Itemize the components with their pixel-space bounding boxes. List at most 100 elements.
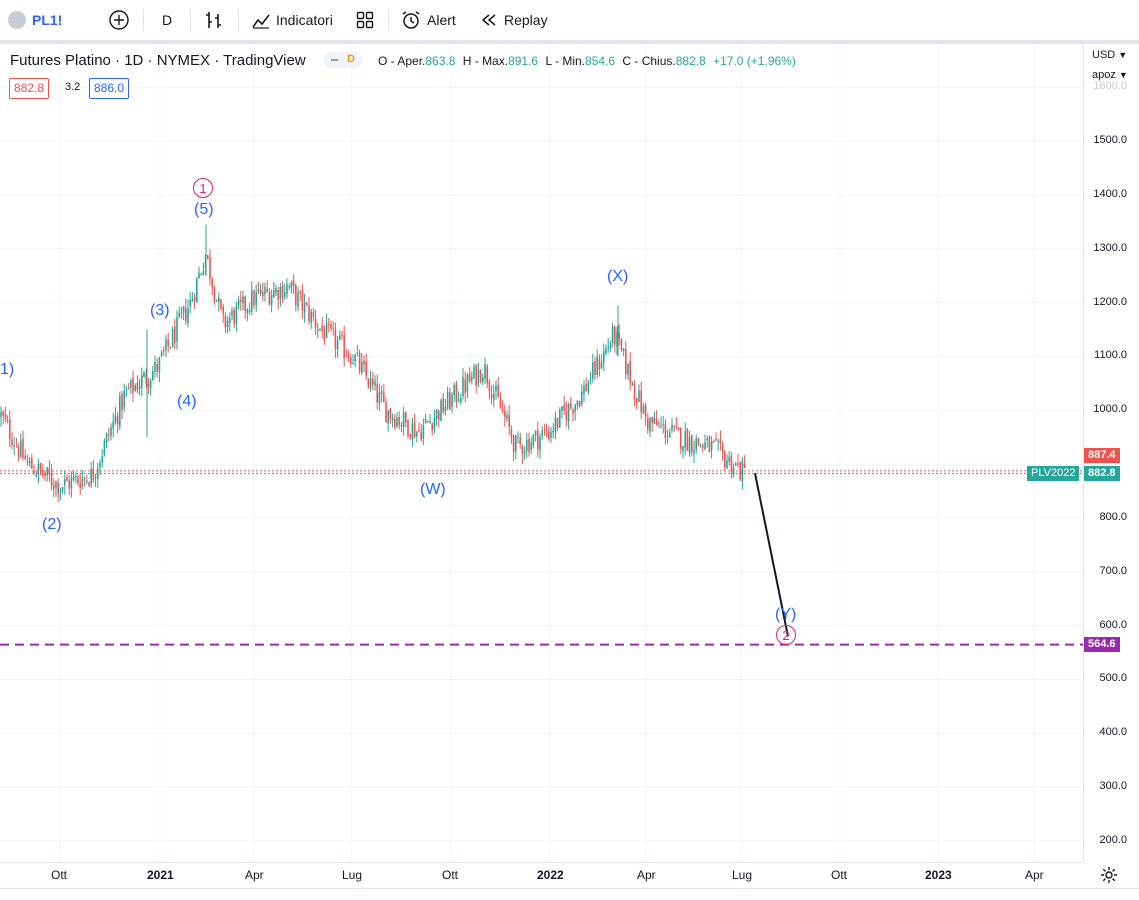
candle-body [554, 417, 557, 432]
rewind-icon [481, 14, 496, 26]
candle-body [363, 360, 365, 365]
candle-body [66, 477, 68, 482]
candle-body [134, 385, 136, 391]
wave-label-y[interactable]: (Y) [775, 606, 797, 623]
candle-body [136, 382, 139, 391]
wave-label-w[interactable]: (W) [420, 481, 446, 498]
candle-body [521, 446, 524, 455]
wave-label-3[interactable]: (3) [150, 302, 170, 319]
buy-price-box[interactable]: 886.0 [89, 78, 130, 99]
candle-body [479, 370, 482, 382]
candle-body [284, 292, 286, 297]
candle-body [86, 480, 88, 482]
candle-body [671, 424, 673, 431]
candle-body [495, 385, 497, 392]
candle-body [451, 394, 453, 408]
candle-body [644, 405, 647, 417]
sell-price-box[interactable]: 882.8 [9, 78, 50, 99]
price-chart[interactable] [0, 44, 1083, 862]
candle-body [528, 439, 530, 453]
candle-body [695, 438, 697, 450]
candle-body [246, 309, 249, 314]
candle-body [202, 270, 205, 275]
divider [143, 9, 144, 31]
unit-selector[interactable]: apoz ▼ [1092, 69, 1128, 81]
currency-selector[interactable]: USD ▼ [1092, 49, 1127, 61]
candle-body [332, 327, 334, 329]
candle-body [583, 385, 585, 394]
candle-body [499, 398, 502, 409]
candle-body [387, 410, 389, 424]
candle-body [352, 363, 354, 365]
candle-body [88, 482, 90, 486]
candle-body [354, 354, 356, 362]
candle-body [101, 456, 103, 463]
interval-button[interactable]: D [162, 0, 172, 40]
wave-label-4[interactable]: (4) [177, 393, 197, 410]
candle-body [196, 278, 198, 302]
candle-body [94, 477, 97, 479]
candle-body [112, 421, 114, 429]
candle-body [187, 308, 189, 324]
candle-body [620, 338, 623, 350]
candle-body [438, 410, 440, 420]
compare-button[interactable] [108, 0, 130, 40]
target-price-tag: 564.6 [1084, 637, 1120, 652]
candle-body [341, 334, 343, 336]
candle-body [189, 299, 191, 307]
candle-body [376, 383, 378, 403]
price-tick-label: 1400.0 [1093, 187, 1127, 200]
replay-button[interactable]: Replay [480, 0, 548, 40]
chart-type-button[interactable] [204, 0, 224, 40]
wave-label-2[interactable]: (2) [42, 516, 62, 533]
chart-pane[interactable] [0, 44, 1083, 862]
candle-body [92, 468, 95, 480]
candle-body [642, 405, 645, 414]
layouts-button[interactable] [356, 0, 374, 40]
time-tick-label: Apr [245, 868, 264, 882]
candle-body [169, 347, 172, 349]
projection-line[interactable] [754, 473, 789, 637]
candle-body [37, 463, 40, 476]
candle-body [26, 461, 29, 463]
circled-wave-1[interactable]: 1 [193, 178, 213, 198]
candle-body [464, 379, 466, 393]
indicators-button[interactable]: Indicatori [251, 0, 333, 40]
candle-body [50, 473, 53, 486]
candle-body [627, 363, 629, 375]
candle-body [396, 417, 398, 427]
candle-body [156, 364, 158, 373]
candle-body [673, 426, 675, 428]
candle-body [468, 373, 471, 383]
change-value: +17.0 (+1.96%) [713, 54, 796, 68]
candle-body [486, 366, 488, 384]
wave-label-5[interactable]: (5) [194, 201, 214, 218]
candle-body [407, 420, 409, 437]
alert-button[interactable]: Alert [401, 0, 456, 40]
circled-wave-2[interactable]: 2 [776, 625, 796, 645]
unit-label: apoz [1092, 69, 1116, 81]
market-status-pill[interactable]: D [323, 52, 363, 68]
time-scale[interactable] [0, 862, 1083, 888]
candle-body [581, 391, 583, 404]
interval-label: D [162, 12, 173, 28]
settings-button[interactable] [1100, 866, 1118, 889]
candle-body [286, 284, 288, 294]
candle-body [471, 376, 473, 381]
candle-body [147, 383, 150, 386]
price-tick-label: 1600.0 [1093, 80, 1127, 93]
platinum-logo-icon [8, 11, 26, 29]
candle-body [658, 422, 660, 424]
candle-body [13, 445, 15, 447]
candle-body [334, 329, 337, 349]
gear-icon [1101, 867, 1117, 883]
candle-body [215, 300, 218, 302]
candle-body [592, 362, 594, 379]
candle-body [4, 413, 7, 420]
price-tick-label: 800.0 [1099, 510, 1127, 523]
wave-label-1[interactable]: 1) [0, 361, 15, 378]
wave-label-x[interactable]: (X) [607, 268, 629, 285]
symbol-search[interactable]: PL1! [8, 0, 62, 40]
low-value: 854.6 [585, 54, 616, 68]
candle-body [207, 254, 209, 259]
